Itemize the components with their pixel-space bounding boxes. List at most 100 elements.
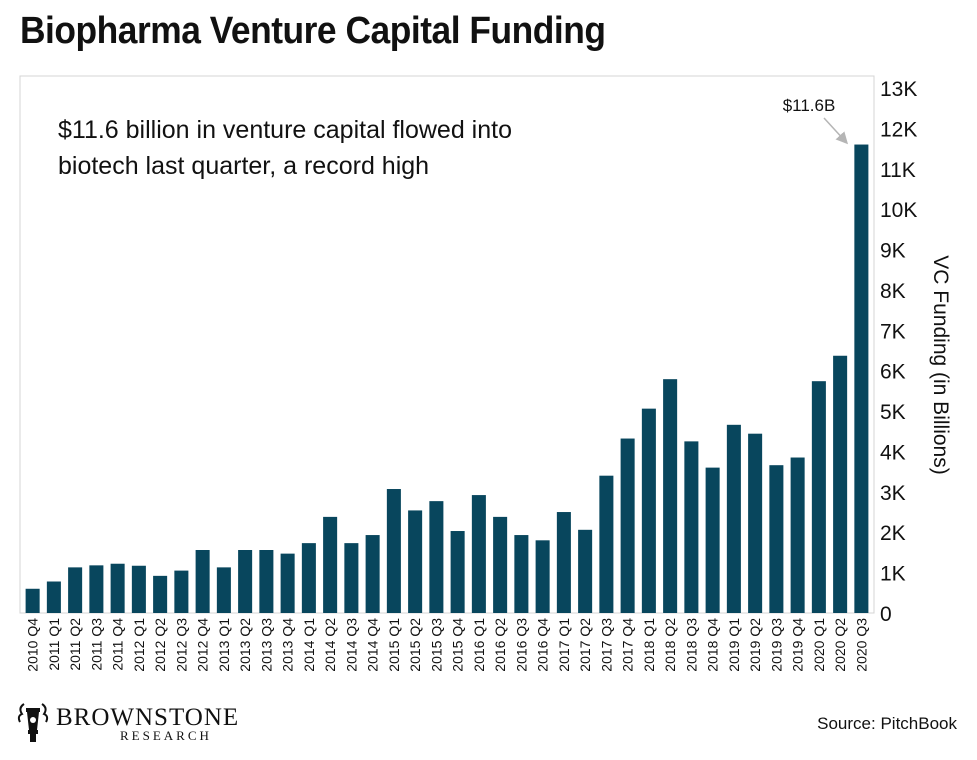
peak-arrow xyxy=(823,117,849,145)
y-tick-label: 4K xyxy=(880,441,906,464)
logo-name: BROWNSTONE xyxy=(56,704,240,731)
bar-2019-q3 xyxy=(769,465,784,613)
x-tick-label: 2017 Q4 xyxy=(620,618,636,672)
bar-2015-q3 xyxy=(429,501,444,613)
x-tick-label: 2016 Q2 xyxy=(492,618,508,672)
y-tick-label: 1K xyxy=(880,563,906,586)
y-tick-label: 11K xyxy=(880,159,916,182)
bar-2019-q2 xyxy=(748,433,763,613)
x-tick-label: 2015 Q3 xyxy=(428,618,444,672)
x-tick-label: 2018 Q4 xyxy=(705,618,721,672)
x-tick-label: 2017 Q3 xyxy=(598,618,614,672)
bar-2012-q1 xyxy=(131,565,146,613)
x-tick-label: 2013 Q1 xyxy=(216,618,232,672)
bar-2017-q4 xyxy=(620,438,635,613)
x-tick-label: 2018 Q1 xyxy=(641,618,657,672)
bar-2014-q4 xyxy=(365,535,380,613)
bar-2015-q1 xyxy=(386,489,401,613)
x-tick-label: 2018 Q2 xyxy=(662,618,678,672)
annotation-line-2: biotech last quarter, a record high xyxy=(58,152,429,180)
x-tick-label: 2010 Q4 xyxy=(25,618,41,672)
bar-2013-q2 xyxy=(238,550,253,613)
x-tick-label: 2017 Q2 xyxy=(577,618,593,672)
y-tick-label: 6K xyxy=(880,361,906,384)
x-tick-label: 2016 Q3 xyxy=(513,618,529,672)
x-tick-label: 2011 Q2 xyxy=(67,618,83,671)
y-tick-label: 13K xyxy=(880,78,917,101)
x-tick-label: 2013 Q3 xyxy=(258,618,274,672)
bar-2015-q2 xyxy=(408,510,423,613)
bar-2018-q4 xyxy=(705,467,720,613)
plot-frame xyxy=(19,75,875,614)
bar-2013-q3 xyxy=(259,550,274,613)
bar-2019-q4 xyxy=(790,457,805,613)
bar-2014-q2 xyxy=(323,516,338,613)
bar-2017-q3 xyxy=(599,475,614,613)
bar-2010-q4 xyxy=(25,588,40,613)
bar-2016-q3 xyxy=(514,535,529,613)
y-tick-label: 9K xyxy=(880,240,906,263)
lantern-icon xyxy=(17,703,49,742)
bar-2011-q2 xyxy=(68,567,83,613)
x-tick-label: 2016 Q4 xyxy=(535,618,551,672)
bar-2012-q2 xyxy=(153,575,168,613)
x-tick-label: 2015 Q1 xyxy=(386,618,402,672)
x-tick-label: 2014 Q4 xyxy=(365,618,381,672)
x-tick-label: 2013 Q2 xyxy=(237,618,253,672)
bar-2011-q4 xyxy=(110,563,125,613)
logo-subtitle: RESEARCH xyxy=(120,728,212,743)
bar-2012-q3 xyxy=(174,570,189,613)
bar-2018-q2 xyxy=(663,379,678,613)
y-tick-label: 5K xyxy=(880,401,906,424)
bar-2017-q1 xyxy=(556,512,571,613)
chart-title: Biopharma Venture Capital Funding xyxy=(20,10,606,52)
x-tick-label: 2016 Q1 xyxy=(471,618,487,672)
x-tick-label: 2020 Q1 xyxy=(811,618,827,672)
bar-2011-q1 xyxy=(46,581,61,613)
x-tick-label: 2011 Q3 xyxy=(88,618,104,671)
x-tick-label: 2017 Q1 xyxy=(556,618,572,672)
bar-2012-q4 xyxy=(195,550,210,613)
x-tick-label: 2015 Q2 xyxy=(407,618,423,672)
bar-2017-q2 xyxy=(578,529,593,613)
x-tick-label: 2012 Q3 xyxy=(173,618,189,672)
bar-2016-q4 xyxy=(535,540,550,613)
x-tick-label: 2018 Q3 xyxy=(683,618,699,672)
bar-2015-q4 xyxy=(450,531,465,613)
bar-2016-q2 xyxy=(493,516,508,613)
bar-2011-q3 xyxy=(89,565,104,613)
bar-2013-q4 xyxy=(280,553,295,613)
x-tick-label: 2019 Q4 xyxy=(790,618,806,672)
bar-2018-q1 xyxy=(641,408,656,613)
y-tick-label: 8K xyxy=(880,280,906,303)
bar-2016-q1 xyxy=(471,495,486,613)
x-tick-label: 2019 Q2 xyxy=(747,618,763,672)
bar-2020-q2 xyxy=(833,355,848,613)
x-tick-label: 2015 Q4 xyxy=(450,618,466,672)
x-tick-label: 2011 Q4 xyxy=(110,618,126,671)
y-tick-label: 3K xyxy=(880,482,906,505)
y-tick-label: 7K xyxy=(880,320,906,343)
x-tick-label: 2019 Q1 xyxy=(726,618,742,672)
x-tick-label: 2013 Q4 xyxy=(280,618,296,672)
bar-2020-q3 xyxy=(854,144,869,614)
y-axis-label: VC Funding (in Billions) xyxy=(929,255,952,474)
bar-2018-q3 xyxy=(684,441,699,613)
x-tick-label: 2020 Q2 xyxy=(832,618,848,672)
peak-label: $11.6B xyxy=(783,96,836,115)
x-tick-label: 2019 Q3 xyxy=(768,618,784,672)
annotation-line-1: $11.6 billion in venture capital flowed … xyxy=(58,116,512,144)
x-tick-label: 2011 Q1 xyxy=(46,618,62,671)
x-tick-label: 2012 Q4 xyxy=(195,618,211,672)
x-tick-label: 2012 Q2 xyxy=(152,618,168,672)
bar-2019-q1 xyxy=(726,424,741,613)
source-note: Source: PitchBook xyxy=(817,714,957,733)
x-tick-label: 2012 Q1 xyxy=(131,618,147,672)
bar-2014-q1 xyxy=(301,543,316,613)
bar-2014-q3 xyxy=(344,543,359,613)
x-tick-label: 2020 Q3 xyxy=(853,618,869,672)
bar-2020-q1 xyxy=(811,381,826,613)
x-tick-label: 2014 Q2 xyxy=(322,618,338,672)
bar-2013-q1 xyxy=(216,567,231,613)
